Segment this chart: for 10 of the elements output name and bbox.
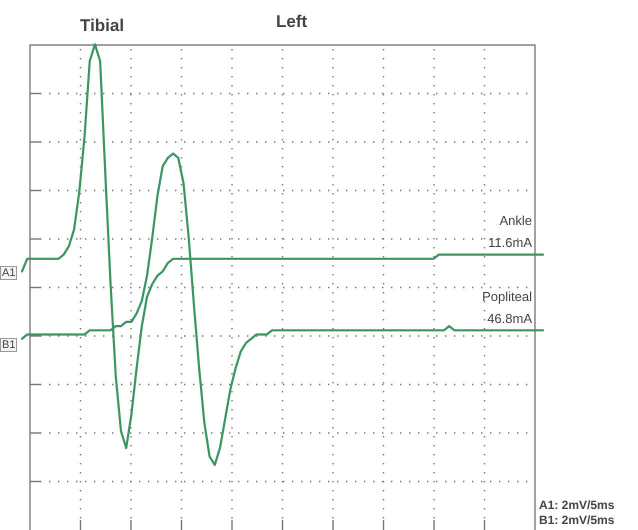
- chart-subtitle: Left: [276, 12, 308, 32]
- series-label: Popliteal: [482, 289, 532, 304]
- text: B1: [0, 338, 18, 352]
- text: A1: [0, 266, 18, 280]
- chart-title: Tibial: [80, 16, 124, 36]
- text: A1: 2mV/5ms: [539, 498, 614, 512]
- annotation: 46.8mA: [487, 311, 532, 326]
- annotation: 11.6mA: [488, 234, 532, 250]
- text: Ankle: [499, 212, 532, 228]
- text: B1: 2mV/5ms: [539, 513, 614, 527]
